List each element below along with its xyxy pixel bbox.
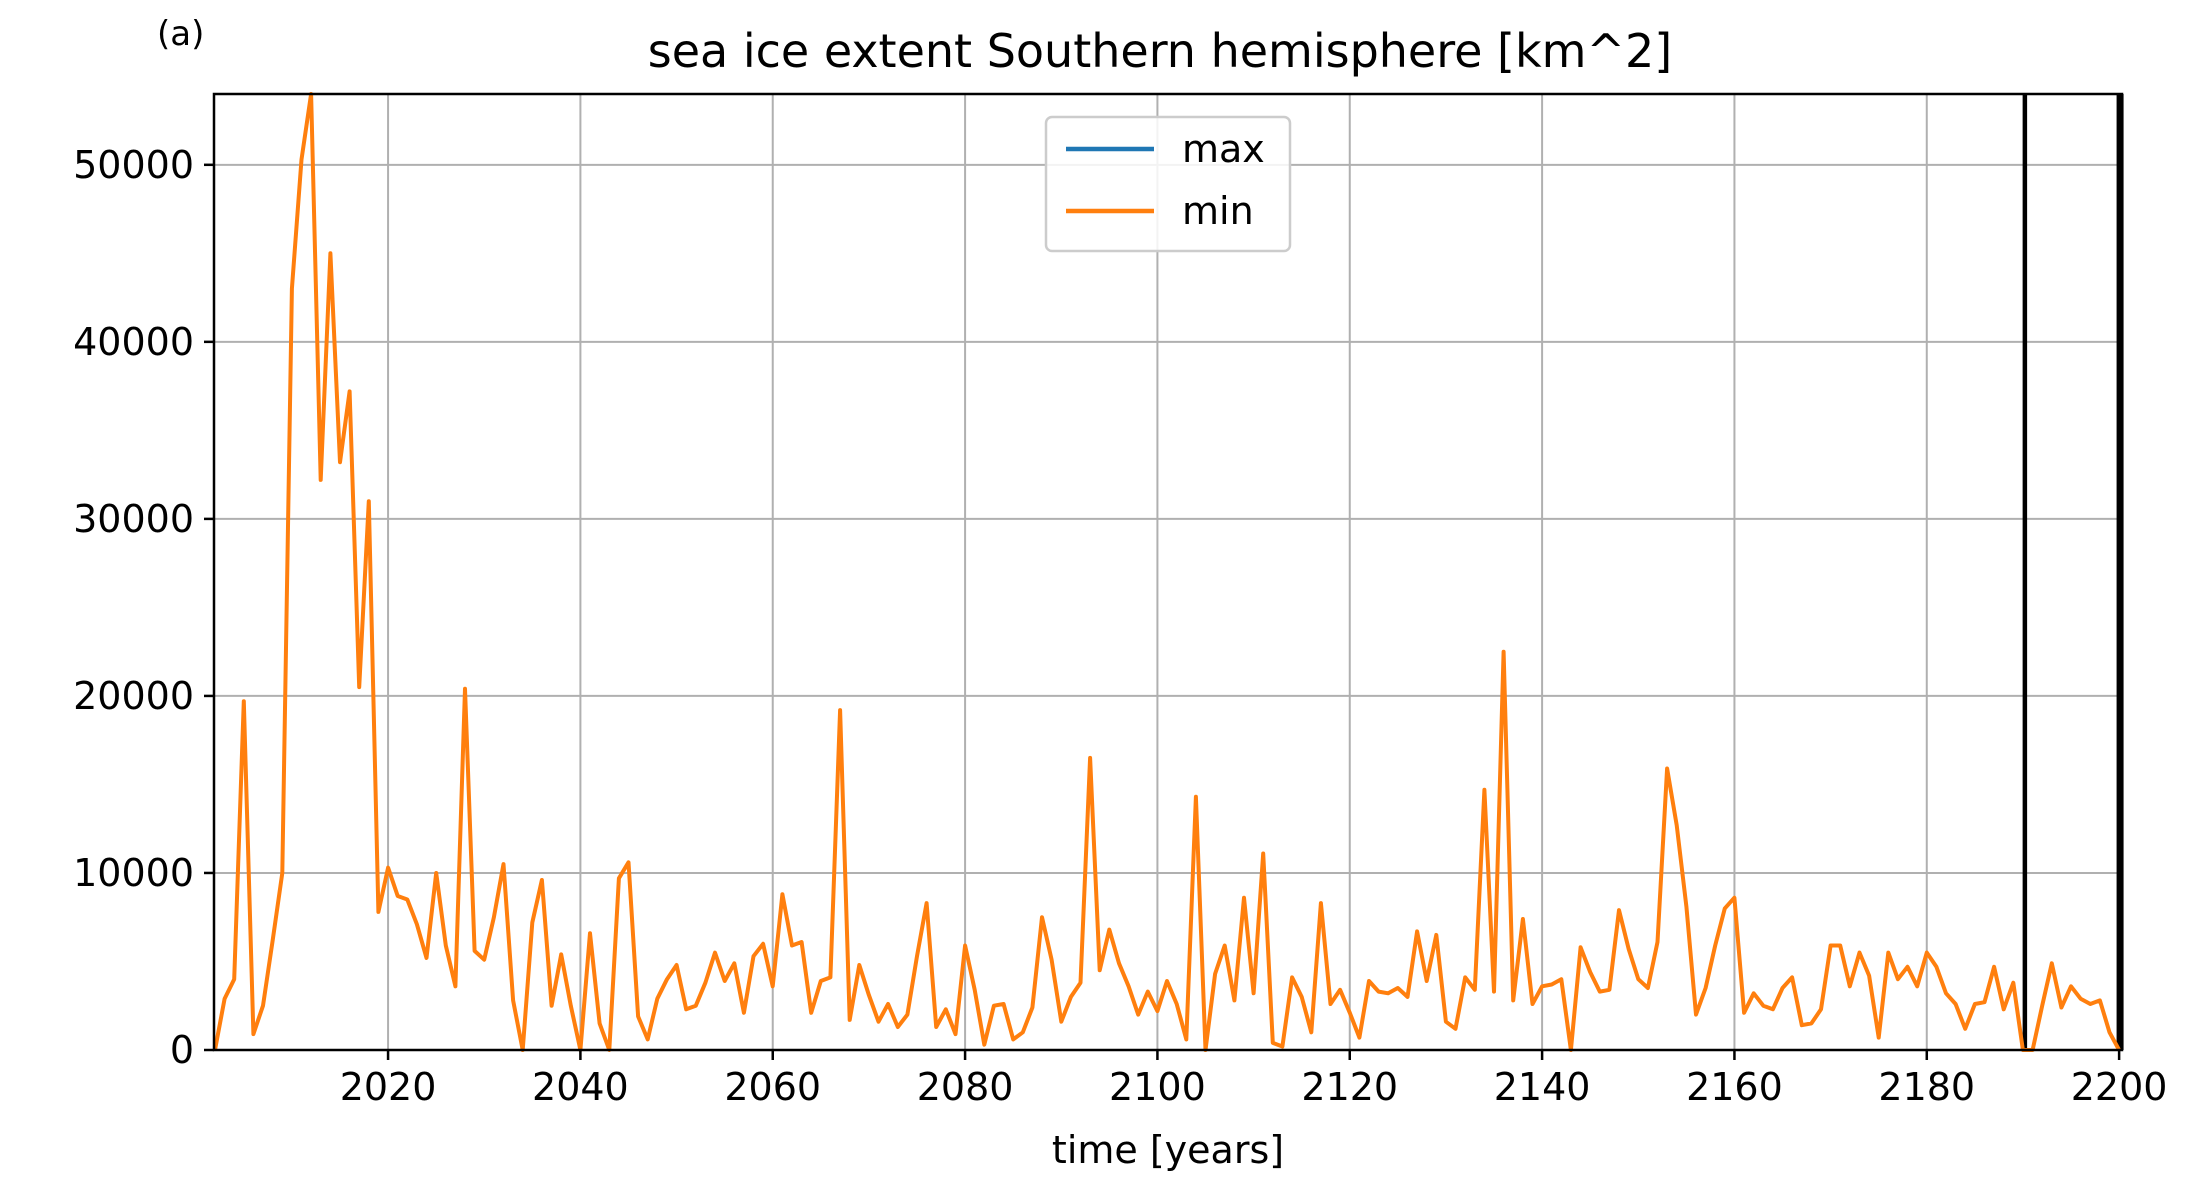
- vertical-markers: [2022, 94, 2124, 1050]
- x-tick-label-0: 2020: [340, 1065, 437, 1109]
- x-tick-label-5: 2120: [1301, 1065, 1398, 1109]
- series-lines: [213, 92, 2121, 1052]
- y-tick-label-1: 10000: [73, 851, 194, 895]
- y-tick-label-5: 50000: [73, 143, 194, 187]
- plot-frame: [212, 92, 2124, 1052]
- y-tick-label-3: 30000: [73, 497, 194, 541]
- chart-title: sea ice extent Southern hemisphere [km^2…: [648, 24, 1672, 78]
- x-tick-label-8: 2180: [1878, 1065, 1975, 1109]
- x-tick-label-4: 2100: [1109, 1065, 1206, 1109]
- y-axis-ticks: 0 10000 20000 30000 40000 50000: [73, 143, 214, 1072]
- legend-label-max: max: [1182, 127, 1265, 171]
- x-tick-label-2: 2060: [724, 1065, 821, 1109]
- x-axis-ticks: 2020 2040 2060 2080 2100 2120 2140 2160 2180 2200: [340, 1050, 2168, 1109]
- legend-label-min: min: [1182, 189, 1254, 233]
- y-tick-label-4: 40000: [73, 320, 194, 364]
- legend: max min: [1044, 115, 1292, 253]
- x-tick-label-7: 2160: [1686, 1065, 1783, 1109]
- panel-label: (a): [157, 14, 204, 54]
- series-line-min: [213, 92, 2121, 1052]
- y-tick-label-2: 20000: [73, 674, 194, 718]
- x-tick-label-6: 2140: [1494, 1065, 1591, 1109]
- x-axis-label: time [years]: [1052, 1128, 1284, 1172]
- x-tick-label-3: 2080: [917, 1065, 1014, 1109]
- x-tick-label-9: 2200: [2071, 1065, 2168, 1109]
- y-tick-label-0: 0: [170, 1028, 194, 1072]
- x-tick-label-1: 2040: [532, 1065, 629, 1109]
